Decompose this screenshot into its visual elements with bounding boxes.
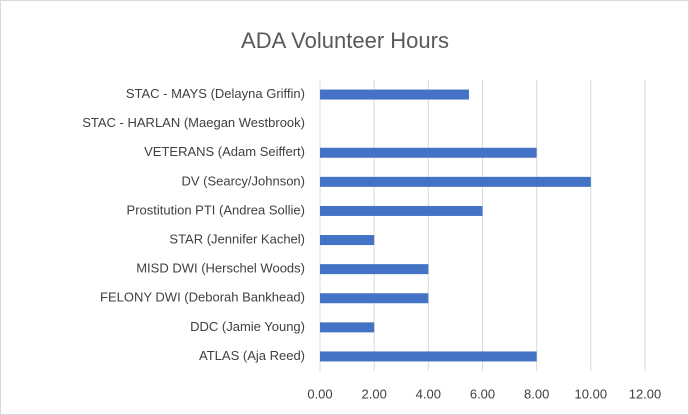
bar (320, 264, 429, 275)
y-tick-label: STAR (Jennifer Kachel) (169, 231, 305, 246)
y-tick-label: Prostitution PTI (Andrea Sollie) (127, 202, 305, 217)
x-tick-label: 2.00 (362, 386, 387, 401)
bar (320, 147, 537, 158)
x-tick-label: 10.00 (575, 386, 608, 401)
x-tick-label: 8.00 (524, 386, 549, 401)
bar (320, 293, 429, 304)
y-tick-label: MISD DWI (Herschel Woods) (136, 261, 305, 276)
x-tick-label: 4.00 (416, 386, 441, 401)
x-tick-label: 0.00 (307, 386, 332, 401)
chart-title: ADA Volunteer Hours (241, 28, 449, 53)
y-tick-label: ATLAS (Aja Reed) (199, 348, 305, 363)
bar (320, 322, 375, 333)
bar (320, 205, 483, 216)
y-tick-label: VETERANS (Adam Seiffert) (144, 144, 305, 159)
bar (320, 235, 375, 246)
bar (320, 89, 469, 100)
y-tick-label: DV (Searcy/Johnson) (181, 173, 305, 188)
y-tick-label: STAC - MAYS (Delayna Griffin) (126, 86, 305, 101)
bar (320, 351, 537, 362)
bar (320, 176, 591, 187)
y-tick-label: FELONY DWI (Deborah Bankhead) (100, 290, 305, 305)
y-tick-label: STAC - HARLAN (Maegan Westbrook) (82, 115, 305, 130)
x-tick-label: 12.00 (629, 386, 662, 401)
x-tick-label: 6.00 (470, 386, 495, 401)
y-tick-label: DDC (Jamie Young) (190, 319, 305, 334)
